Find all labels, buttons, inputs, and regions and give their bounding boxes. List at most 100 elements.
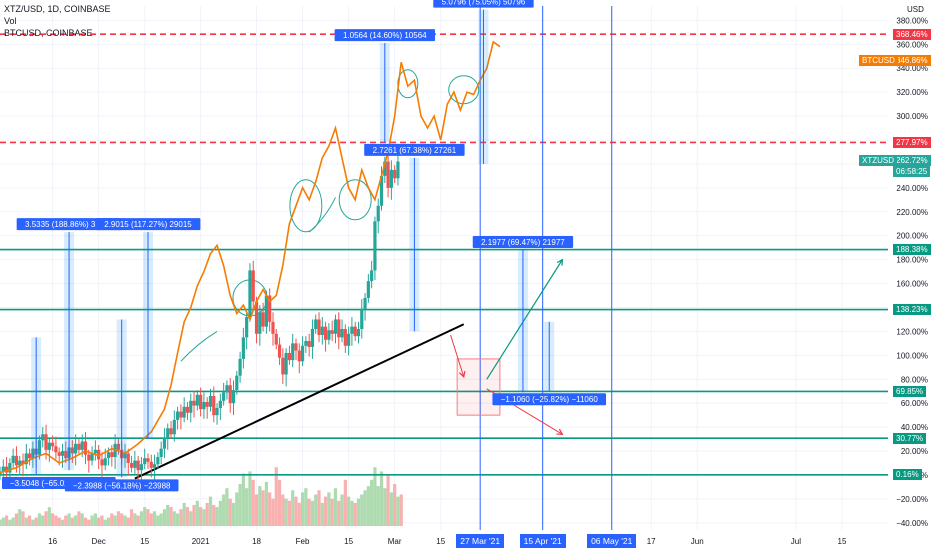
volume-bar <box>8 519 12 526</box>
time-axis-tick: 15 <box>436 537 445 546</box>
volume-bar <box>284 498 288 526</box>
legend-main-symbol[interactable]: XTZ/USD, 1D, COINBASE <box>4 4 111 14</box>
date-tag[interactable]: 15 Apr '21 <box>519 534 566 548</box>
volume-bar <box>208 496 213 526</box>
price-axis-tick: 80.00% <box>901 375 928 384</box>
candle-body <box>360 308 364 330</box>
volume-bar <box>100 515 104 526</box>
candle-body <box>11 455 15 464</box>
price-tag[interactable]: 69.85% <box>893 385 927 397</box>
volume-bar <box>159 513 163 526</box>
candle-body <box>14 455 19 466</box>
price-axis-tick: 60.00% <box>901 399 928 408</box>
candle-body <box>123 453 127 459</box>
symbol-tag[interactable]: BTCUSD <box>859 54 898 66</box>
sketch-stroke <box>308 197 336 233</box>
volume-bar <box>231 502 236 526</box>
candle-body <box>185 406 190 413</box>
candle-body <box>337 319 341 338</box>
volume-bar <box>152 511 157 526</box>
volume-bar <box>44 511 48 526</box>
price-tag[interactable]: 346.86% <box>893 54 931 66</box>
btcusd-overlay-line <box>0 40 501 474</box>
trend-drawings[interactable] <box>134 69 564 480</box>
up-arrow-line <box>486 259 563 380</box>
candle-body <box>291 343 295 361</box>
candle-body <box>277 344 282 358</box>
candle-body <box>156 457 160 465</box>
candle-body <box>333 319 338 334</box>
price-axis-tick: 300.00% <box>896 112 928 121</box>
time-axis-tick: 15 <box>140 537 149 546</box>
volume-bar <box>90 515 94 526</box>
candle-body <box>245 317 249 338</box>
candle-body <box>304 340 308 346</box>
candle-body <box>238 358 242 376</box>
candle-body <box>314 319 318 330</box>
price-tag[interactable]: 0.16% <box>893 469 922 481</box>
price-tag[interactable]: 30.77% <box>893 432 927 444</box>
date-tag[interactable]: 27 Mar '21 <box>456 534 505 548</box>
volume-bar <box>110 513 114 526</box>
legend-volume[interactable]: Vol <box>4 16 17 26</box>
candle-body <box>379 175 384 206</box>
volume-bar <box>126 517 130 526</box>
volume-bar <box>383 488 387 526</box>
time-axis-tick: 15 <box>838 537 847 546</box>
measure-label: 1.0564 (14.60%) 10564 <box>343 31 427 40</box>
candle-body <box>231 390 236 404</box>
volume-bar <box>307 498 311 526</box>
price-tag[interactable]: 188.38% <box>893 244 931 256</box>
symbol-tag[interactable]: XTZUSD <box>859 155 897 167</box>
volume-bar <box>97 517 101 526</box>
volume-bar <box>389 492 393 526</box>
vertical-date-lines[interactable] <box>479 6 613 530</box>
volume-bar <box>393 484 397 526</box>
time-axis-tick: 2021 <box>192 537 210 546</box>
measure-label: 2.9015 (117.27%) 29015 <box>104 220 192 229</box>
candle-body <box>1 466 5 472</box>
candle-body <box>370 270 374 282</box>
candle-body <box>268 295 272 322</box>
volume-bar <box>11 517 15 526</box>
volume-bar <box>120 513 124 526</box>
volume-bar <box>64 515 68 526</box>
candle-body <box>129 463 134 468</box>
measure-label-box <box>64 479 179 492</box>
legend-overlay-symbol[interactable]: BTCUSD, COINBASE <box>4 28 93 38</box>
volume-bar <box>51 513 55 526</box>
volume-bar <box>268 492 272 526</box>
candle-body <box>307 340 311 347</box>
candle-body <box>222 392 226 401</box>
candle-body <box>366 281 370 298</box>
measurement-tools[interactable]: −3.5048 (−65.02%) −35048 3.5335 (188.86%)… <box>2 0 607 492</box>
price-tag[interactable]: 262.72% <box>893 155 931 167</box>
candle-body <box>202 401 206 410</box>
price-tag[interactable]: 138.23% <box>893 304 931 316</box>
volume-bar <box>136 515 140 526</box>
candle-body <box>47 442 51 450</box>
measure-label-box <box>364 143 465 156</box>
price-axis[interactable]: 380.00%360.00%340.00%320.00%300.00%280.0… <box>889 0 932 550</box>
volume-bar <box>277 479 282 526</box>
volume-bar <box>274 467 278 526</box>
measure-label: 5.0796 (75.05%) 50796 <box>442 0 526 7</box>
volume-bar <box>67 513 71 526</box>
candle-body <box>228 385 232 404</box>
volume-bar <box>363 490 367 526</box>
volume-bar <box>146 509 150 526</box>
price-tag[interactable]: 277.97% <box>893 136 931 148</box>
candle-body <box>80 441 84 450</box>
date-tag[interactable]: 06 May '21 <box>587 534 637 548</box>
horizontal-levels[interactable] <box>0 33 888 476</box>
volume-bar <box>182 502 186 526</box>
volume-bars <box>0 467 403 526</box>
volume-bar <box>212 505 216 526</box>
volume-bar <box>356 498 361 526</box>
candle-body <box>317 319 321 335</box>
volume-bar <box>106 517 111 526</box>
price-tag[interactable]: 368.46% <box>893 28 931 40</box>
volume-bar <box>370 479 374 526</box>
volume-bar <box>287 500 292 526</box>
